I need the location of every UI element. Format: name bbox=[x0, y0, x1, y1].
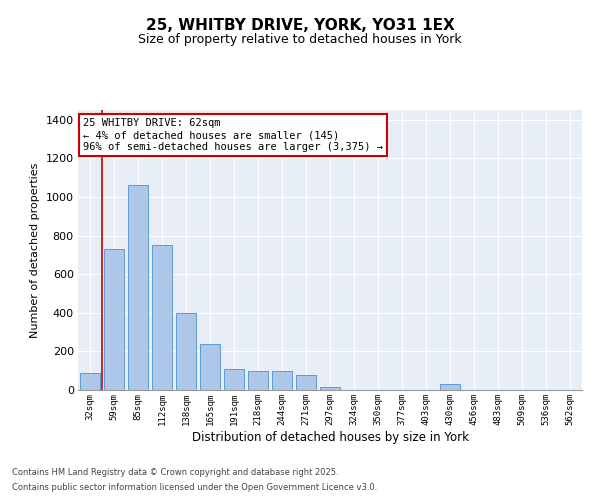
Bar bbox=[272, 370, 292, 390]
Text: Contains public sector information licensed under the Open Government Licence v3: Contains public sector information licen… bbox=[12, 483, 377, 492]
Bar bbox=[224, 369, 244, 390]
Bar bbox=[296, 374, 316, 390]
Bar bbox=[320, 387, 340, 390]
Bar bbox=[104, 249, 124, 390]
Text: 25 WHITBY DRIVE: 62sqm
← 4% of detached houses are smaller (145)
96% of semi-det: 25 WHITBY DRIVE: 62sqm ← 4% of detached … bbox=[83, 118, 383, 152]
Text: 25, WHITBY DRIVE, YORK, YO31 1EX: 25, WHITBY DRIVE, YORK, YO31 1EX bbox=[146, 18, 454, 32]
Bar bbox=[248, 370, 268, 390]
Bar bbox=[152, 245, 172, 390]
Bar bbox=[176, 313, 196, 390]
Y-axis label: Number of detached properties: Number of detached properties bbox=[30, 162, 40, 338]
Text: Size of property relative to detached houses in York: Size of property relative to detached ho… bbox=[138, 32, 462, 46]
Text: Contains HM Land Registry data © Crown copyright and database right 2025.: Contains HM Land Registry data © Crown c… bbox=[12, 468, 338, 477]
Bar bbox=[128, 186, 148, 390]
Bar bbox=[440, 384, 460, 390]
Bar bbox=[80, 372, 100, 390]
Bar bbox=[200, 344, 220, 390]
X-axis label: Distribution of detached houses by size in York: Distribution of detached houses by size … bbox=[191, 430, 469, 444]
